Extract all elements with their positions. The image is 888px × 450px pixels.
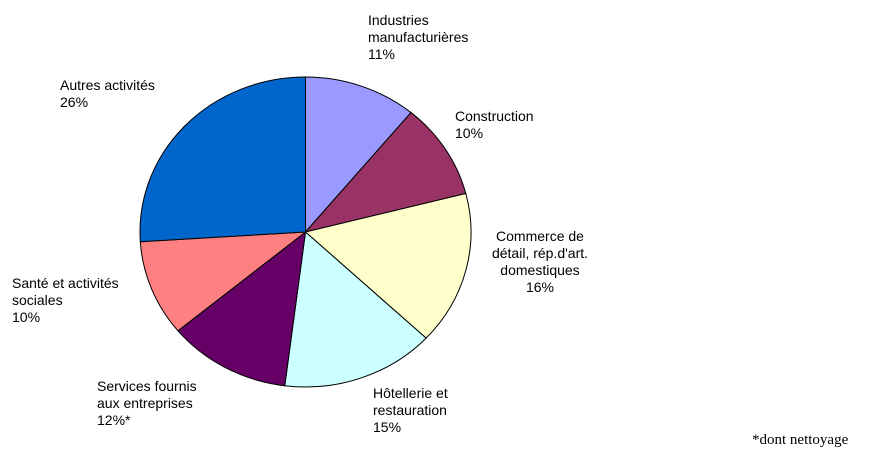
pie-slice [139, 231, 308, 332]
slice-label: Industries manufacturières 11% [368, 12, 508, 63]
value-label: 16% [525, 279, 555, 295]
pie-slice [284, 231, 427, 388]
pie-slice [305, 76, 412, 234]
category-label: Hôtellerie et restauration [373, 385, 448, 418]
value-label: 12%* [97, 412, 131, 428]
annotation: *dont nettoyage [752, 432, 849, 448]
category-label: Commerce de détail, rép.d'art. domestiqu… [491, 228, 589, 278]
value-label: 26% [60, 94, 89, 110]
category-label: Construction [455, 108, 534, 124]
pie-slice [304, 111, 467, 233]
pie-slice [304, 192, 472, 339]
slice-label: Santé et activités sociales 10% [12, 275, 147, 326]
slice-label: Hôtellerie et restauration 15% [373, 385, 473, 436]
slice-label: Construction 10% [455, 108, 615, 142]
slice-label: Commerce de détail, rép.d'art. domestiqu… [480, 228, 600, 296]
category-label: Autres activités [60, 77, 155, 93]
slice-label: Autres activités 26% [60, 77, 220, 111]
value-label: 15% [373, 419, 402, 435]
slice-label: Services fournis aux entreprises 12%* [97, 378, 222, 429]
pie-slice [177, 230, 307, 387]
category-label: Services fournis aux entreprises [97, 378, 197, 411]
category-label: Santé et activités sociales [12, 275, 119, 308]
value-label: 10% [12, 309, 41, 325]
pie-slice [139, 76, 306, 243]
value-label: 11% [368, 46, 395, 62]
value-label: 10% [455, 125, 484, 141]
category-label: Industries manufacturières [368, 12, 469, 45]
